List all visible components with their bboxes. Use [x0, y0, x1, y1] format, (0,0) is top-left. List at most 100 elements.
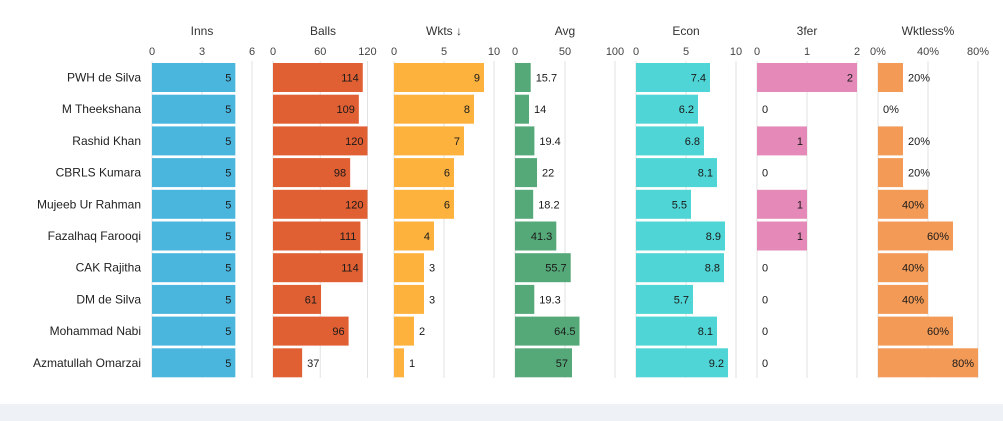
value-label-balls-rashid-khan: 120 [345, 136, 363, 148]
value-label-wktless-mujeeb-ur-rahman: 40% [902, 199, 924, 211]
bar-wkts-mohammad-nabi [394, 316, 414, 346]
value-label-inns-dm-de-silva: 5 [225, 294, 231, 306]
tick-label-wktless-0: 0% [870, 46, 886, 58]
value-label-econ-pwh-de-silva: 7.4 [691, 73, 706, 85]
value-label-inns-rashid-khan: 5 [225, 136, 231, 148]
bar-avg-mohammad-nabi [515, 316, 580, 346]
bar-econ-mujeeb-ur-rahman [636, 189, 691, 219]
bar-balls-mohammad-nabi [273, 316, 349, 346]
tick-label-wkts-2: 10 [488, 46, 500, 58]
value-label-inns-fazalhaq-farooqi: 5 [225, 231, 231, 243]
bar-balls-rashid-khan [273, 126, 368, 156]
tick-label-econ-2: 10 [730, 46, 742, 58]
tick-label-3fer-0: 0 [754, 46, 760, 58]
value-label-econ-rashid-khan: 6.8 [685, 136, 700, 148]
value-label-inns-pwh-de-silva: 5 [225, 73, 231, 85]
tick-label-wktless-1: 40% [917, 46, 939, 58]
bar-econ-pwh-de-silva [636, 63, 710, 92]
bar-wktless-azmatullah-omarzai [878, 348, 978, 378]
value-label-wktless-m-theekshana: 0% [883, 104, 899, 116]
bar-balls-mujeeb-ur-rahman [273, 189, 368, 219]
tick-label-wkts-1: 5 [441, 46, 447, 58]
bar-avg-cbrls-kumara [515, 158, 537, 188]
panel-title-wkts: Wkts ↓ [426, 24, 462, 38]
value-label-3fer-mohammad-nabi: 0 [762, 326, 768, 338]
value-label-wktless-azmatullah-omarzai: 80% [952, 358, 974, 370]
value-label-balls-fazalhaq-farooqi: 111 [340, 231, 357, 243]
tick-label-balls-2: 120 [358, 46, 376, 58]
value-label-econ-mujeeb-ur-rahman: 5.5 [672, 199, 687, 211]
value-label-avg-pwh-de-silva: 15.7 [536, 73, 557, 85]
tick-label-3fer-1: 1 [804, 46, 810, 58]
bar-wkts-cak-rajitha [394, 253, 424, 283]
bar-3fer-mujeeb-ur-rahman [757, 189, 807, 219]
row-label-mujeeb-ur-rahman: Mujeeb Ur Rahman [37, 197, 141, 211]
bar-avg-mujeeb-ur-rahman [515, 189, 534, 219]
value-label-balls-cak-rajitha: 114 [341, 263, 359, 275]
value-label-avg-mujeeb-ur-rahman: 18.2 [538, 199, 559, 211]
value-label-avg-mohammad-nabi: 64.5 [554, 326, 575, 338]
bar-econ-cbrls-kumara [636, 158, 717, 188]
panel-title-avg: Avg [555, 24, 575, 38]
value-label-3fer-cbrls-kumara: 0 [762, 168, 768, 180]
value-label-econ-cbrls-kumara: 8.1 [698, 168, 713, 180]
bar-inns-m-theekshana [152, 94, 236, 124]
value-label-econ-mohammad-nabi: 8.1 [698, 326, 713, 338]
footer-band [0, 404, 1003, 421]
bar-avg-m-theekshana [515, 94, 529, 124]
value-label-econ-m-theekshana: 6.2 [679, 104, 694, 116]
tick-label-balls-0: 0 [270, 46, 276, 58]
bar-avg-cak-rajitha [515, 253, 571, 283]
value-label-wkts-azmatullah-omarzai: 1 [409, 358, 415, 370]
bar-3fer-fazalhaq-farooqi [757, 221, 807, 251]
bar-3fer-rashid-khan [757, 126, 807, 156]
bar-inns-mujeeb-ur-rahman [152, 189, 236, 219]
value-label-wkts-fazalhaq-farooqi: 4 [424, 231, 430, 243]
row-label-rashid-khan: Rashid Khan [72, 134, 141, 148]
value-label-wkts-m-theekshana: 8 [464, 104, 470, 116]
bar-econ-dm-de-silva [636, 284, 693, 314]
bar-inns-azmatullah-omarzai [152, 348, 236, 378]
bar-wktless-mohammad-nabi [878, 316, 953, 346]
value-label-3fer-cak-rajitha: 0 [762, 263, 768, 275]
bar-econ-mohammad-nabi [636, 316, 717, 346]
bar-wkts-cbrls-kumara [394, 158, 454, 188]
value-label-balls-azmatullah-omarzai: 37 [307, 358, 319, 370]
bar-wkts-pwh-de-silva [394, 63, 484, 92]
bar-avg-fazalhaq-farooqi [515, 221, 557, 251]
value-label-inns-mujeeb-ur-rahman: 5 [225, 199, 231, 211]
value-label-wktless-cbrls-kumara: 20% [908, 168, 930, 180]
row-label-fazalhaq-farooqi: Fazalhaq Farooqi [48, 229, 141, 243]
value-label-balls-cbrls-kumara: 98 [334, 168, 346, 180]
value-label-balls-mujeeb-ur-rahman: 120 [345, 199, 363, 211]
value-label-3fer-dm-de-silva: 0 [762, 294, 768, 306]
bar-econ-fazalhaq-farooqi [636, 221, 725, 251]
bar-wkts-fazalhaq-farooqi [394, 221, 434, 251]
panel-title-inns: Inns [191, 24, 214, 38]
value-label-3fer-m-theekshana: 0 [762, 104, 768, 116]
tick-label-wktless-2: 80% [967, 46, 989, 58]
value-label-inns-cbrls-kumara: 5 [225, 168, 231, 180]
value-label-econ-cak-rajitha: 8.8 [705, 263, 720, 275]
value-label-avg-rashid-khan: 19.4 [539, 136, 560, 148]
value-label-3fer-rashid-khan: 1 [797, 136, 803, 148]
bar-balls-azmatullah-omarzai [273, 348, 303, 378]
bar-wkts-dm-de-silva [394, 284, 424, 314]
bar-wktless-pwh-de-silva [878, 63, 903, 92]
bar-wkts-azmatullah-omarzai [394, 348, 404, 378]
bar-avg-rashid-khan [515, 126, 535, 156]
value-label-wkts-rashid-khan: 7 [454, 136, 460, 148]
value-label-wktless-fazalhaq-farooqi: 60% [927, 231, 949, 243]
tick-label-inns-2: 6 [249, 46, 255, 58]
value-label-wktless-pwh-de-silva: 20% [908, 73, 930, 85]
bar-wktless-fazalhaq-farooqi [878, 221, 953, 251]
value-label-avg-cbrls-kumara: 22 [542, 168, 554, 180]
value-label-3fer-azmatullah-omarzai: 0 [762, 358, 768, 370]
bar-econ-azmatullah-omarzai [636, 348, 728, 378]
bar-balls-cbrls-kumara [273, 158, 351, 188]
bar-avg-azmatullah-omarzai [515, 348, 572, 378]
bar-inns-rashid-khan [152, 126, 236, 156]
bar-3fer-pwh-de-silva [757, 63, 857, 92]
bar-wkts-m-theekshana [394, 94, 474, 124]
